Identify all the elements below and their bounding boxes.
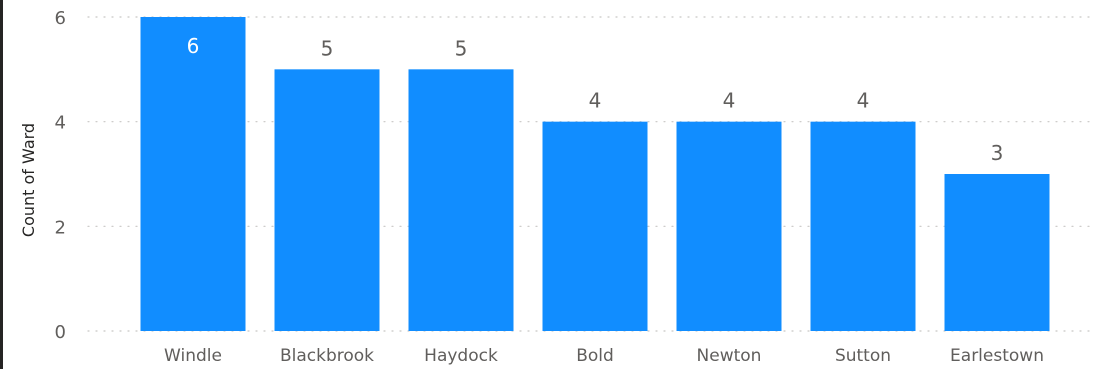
x-category-label: Newton xyxy=(697,346,762,366)
data-label: 4 xyxy=(857,89,870,113)
data-label: 6 xyxy=(187,34,200,58)
bar-windle[interactable] xyxy=(140,17,246,331)
data-label: 5 xyxy=(455,36,468,60)
data-label: 5 xyxy=(321,36,334,60)
bar-bold[interactable] xyxy=(542,121,648,332)
bars: 6 5 5 4 4 4 3 xyxy=(140,17,1050,332)
data-label: 3 xyxy=(991,141,1004,165)
y-tick-label: 4 xyxy=(55,113,66,134)
x-category-label: Earlestown xyxy=(950,346,1044,366)
x-category-label: Haydock xyxy=(424,346,498,366)
data-label: 4 xyxy=(723,89,736,113)
bar-earlestown[interactable] xyxy=(944,174,1050,331)
left-edge-rule xyxy=(0,0,3,369)
y-axis-title: Count of Ward xyxy=(19,123,38,237)
bar-blackbrook[interactable] xyxy=(274,69,380,331)
y-tick-label: 2 xyxy=(55,217,66,238)
bar-newton[interactable] xyxy=(676,121,782,332)
x-category-label: Bold xyxy=(576,346,614,366)
bar-sutton[interactable] xyxy=(810,121,916,332)
x-axis-labels: Windle Blackbrook Haydock Bold Newton Sutton E… xyxy=(164,346,1044,366)
y-tick-label: 6 xyxy=(55,8,66,29)
y-tick-label: 0 xyxy=(55,322,66,343)
x-category-label: Blackbrook xyxy=(280,346,374,366)
x-category-label: Windle xyxy=(164,346,222,366)
bar-haydock[interactable] xyxy=(408,69,514,331)
y-axis-ticks: 0 2 4 6 xyxy=(55,8,66,343)
x-category-label: Sutton xyxy=(835,346,891,366)
data-label: 4 xyxy=(589,89,602,113)
